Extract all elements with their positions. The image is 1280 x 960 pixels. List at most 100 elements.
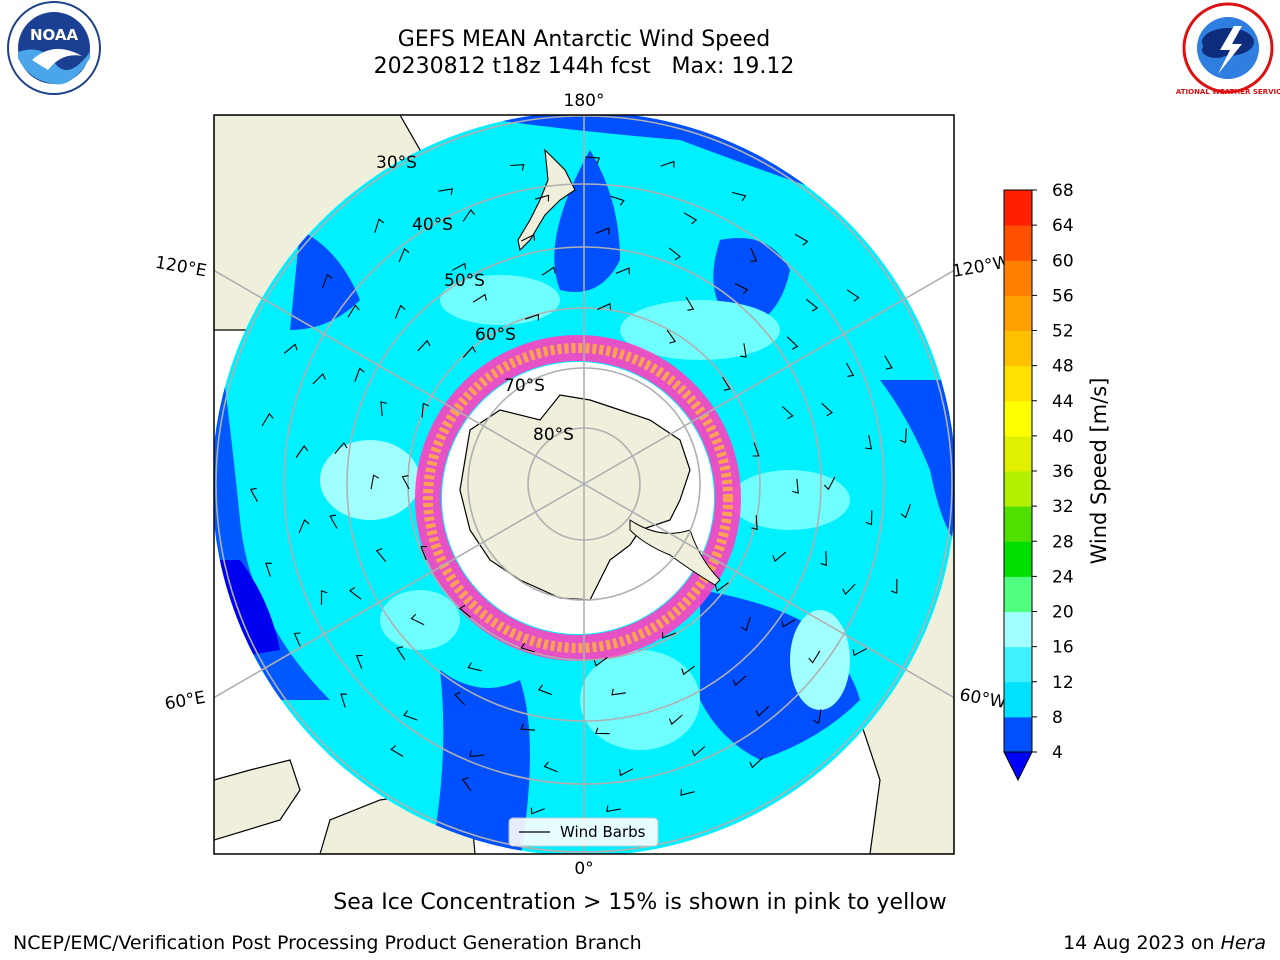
map-subtitle: 20230812 t18z 144h fcst Max: 19.12	[373, 54, 795, 79]
wind-barb	[751, 515, 758, 531]
wind-barb	[375, 548, 387, 562]
colorbar-tick-label: 36	[1052, 462, 1074, 482]
map-area	[214, 115, 954, 854]
wind-barb	[731, 191, 747, 202]
wind-barb	[740, 616, 751, 632]
lat-label-80s: 80°S	[533, 425, 574, 445]
wind-barb	[611, 688, 626, 696]
colorbar-segment	[1004, 716, 1032, 753]
wind-barb	[842, 583, 856, 596]
colorbar-tick-label: 68	[1052, 181, 1074, 201]
map-frame	[213, 114, 955, 855]
colorbar-segment	[1004, 295, 1032, 331]
wind-barb	[390, 745, 404, 757]
colorbar-segment	[1004, 611, 1032, 648]
wind-barb	[750, 247, 758, 262]
wind-barb	[852, 648, 867, 657]
colorbar-tick-label: 20	[1052, 603, 1074, 623]
wind-barb	[786, 336, 799, 350]
colorbar-tick-label: 8	[1052, 708, 1063, 728]
wind-barb	[452, 262, 467, 271]
colorbar-segment	[1004, 435, 1032, 472]
wind-barb	[593, 656, 608, 667]
footer-branch: NCEP/EMC/Verification Post Processing Pr…	[13, 932, 642, 954]
colorbar-segment	[1004, 225, 1032, 261]
wind-barb	[530, 807, 545, 815]
wind-barb	[380, 401, 387, 416]
wind-barb	[685, 296, 695, 311]
wind-barb	[823, 476, 836, 491]
wind-barb	[329, 514, 338, 529]
wind-barb	[283, 343, 298, 354]
wind-barb	[403, 710, 418, 721]
wind-barb	[900, 504, 911, 519]
colorbar-tick-label: 60	[1052, 251, 1074, 271]
lon-label-120w: 120°W	[951, 252, 1012, 282]
wind-barb	[585, 156, 601, 164]
wind-barb	[249, 487, 258, 502]
wind-barb	[394, 304, 406, 319]
colorbar-tick-label: 24	[1052, 567, 1074, 587]
colorbar-segment	[1004, 365, 1032, 402]
colorbar-label: Wind Speed [m/s]	[1087, 378, 1111, 565]
wind-barb	[467, 662, 483, 672]
colorbar-tick-label: 64	[1052, 216, 1074, 236]
colorbar-tick-label: 16	[1052, 638, 1074, 658]
footer-date-text: 14 Aug 2023 on	[1063, 932, 1221, 954]
wind-barb	[509, 164, 525, 171]
wind-barb	[668, 247, 681, 261]
wind-barb	[681, 665, 696, 676]
wind-barb	[401, 475, 410, 490]
wind-barb	[438, 188, 453, 195]
wind-barb	[805, 298, 819, 312]
wind-barb	[543, 761, 558, 773]
colorbar-segment	[1004, 576, 1032, 612]
wind-barb	[458, 604, 472, 618]
colorbar-tick-label: 52	[1052, 322, 1074, 342]
wind-barb	[660, 160, 675, 168]
wind-barb	[606, 805, 621, 813]
colorbar-segment	[1004, 330, 1032, 367]
wind-barb	[295, 445, 309, 458]
wind-barb	[691, 746, 706, 757]
wind-barb	[347, 304, 360, 318]
wind-barb	[619, 768, 634, 777]
wind-barb	[865, 435, 872, 450]
colorbar-segment	[1004, 541, 1032, 577]
wind-barb	[668, 714, 683, 726]
lat-label-70s: 70°S	[504, 376, 545, 396]
lon-label-120e: 120°E	[154, 253, 208, 282]
wind-barb	[293, 632, 301, 647]
wind-barb	[312, 373, 326, 385]
wind-barb	[320, 590, 328, 605]
wind-barb	[846, 362, 855, 377]
wind-barb	[524, 313, 539, 321]
wind-barb	[298, 519, 310, 534]
wind-barb	[683, 212, 698, 225]
wind-barb	[808, 650, 821, 664]
wind-barb	[469, 750, 484, 758]
wind-barb	[261, 412, 274, 427]
wind-barb	[615, 267, 630, 275]
wind-barb	[370, 474, 380, 490]
noaa-logo-text: NOAA	[30, 26, 79, 44]
wind-barb	[348, 586, 362, 600]
wind-barb	[334, 441, 348, 454]
wind-barb	[749, 757, 763, 769]
wind-barb	[661, 631, 676, 639]
wind-barb	[884, 355, 893, 370]
colorbar-tick-label: 12	[1052, 673, 1074, 693]
colorbar-tick-label: 48	[1052, 357, 1074, 377]
wind-barb	[610, 195, 625, 206]
wind-barb	[865, 510, 873, 526]
wind-barb	[772, 551, 787, 563]
lat-label-40s: 40°S	[412, 215, 453, 235]
wind-barb	[597, 302, 612, 311]
wind-barb	[520, 723, 536, 731]
wind-barb	[890, 578, 898, 594]
wind-barb	[355, 654, 363, 669]
wind-barb	[813, 709, 822, 725]
colorbar-tick-label: 40	[1052, 427, 1074, 447]
wind-barbs	[249, 156, 911, 815]
